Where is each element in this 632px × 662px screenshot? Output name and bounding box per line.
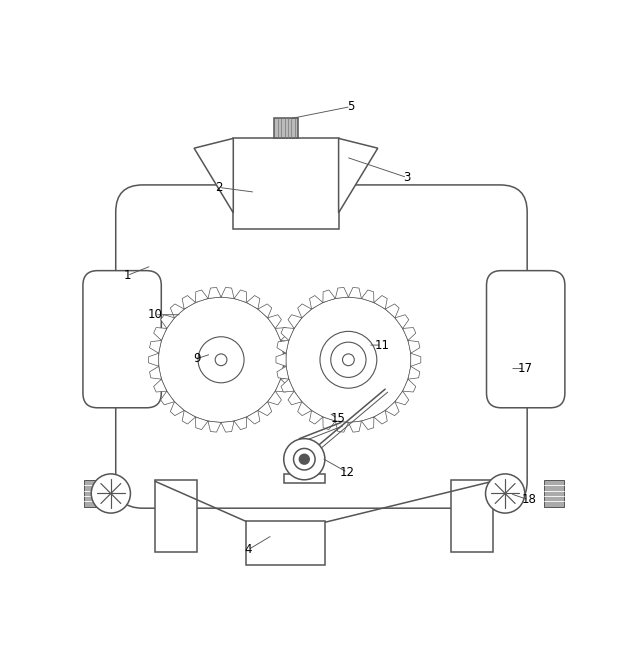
Text: 12: 12 [340,466,355,479]
Polygon shape [221,287,234,299]
Polygon shape [403,328,416,340]
Polygon shape [362,290,374,303]
Polygon shape [182,410,195,424]
Bar [233,138,339,229]
Polygon shape [374,410,387,424]
Polygon shape [288,314,302,328]
Polygon shape [246,295,260,309]
Text: 4: 4 [244,544,252,556]
Polygon shape [336,421,348,432]
FancyBboxPatch shape [83,271,161,408]
Circle shape [215,354,227,365]
Circle shape [198,337,244,383]
Polygon shape [323,290,336,303]
Polygon shape [161,391,174,404]
Circle shape [293,448,315,470]
Bar [84,480,104,506]
Text: 17: 17 [517,362,532,375]
Text: 2: 2 [215,181,222,194]
Text: 11: 11 [374,338,389,352]
Polygon shape [195,417,208,430]
Polygon shape [276,328,288,340]
Polygon shape [298,402,312,416]
Text: 18: 18 [521,493,536,506]
Polygon shape [154,379,167,392]
Polygon shape [348,287,362,299]
Polygon shape [150,340,161,354]
Polygon shape [310,295,323,309]
Polygon shape [283,354,293,366]
Text: 10: 10 [147,308,162,321]
Polygon shape [288,391,302,404]
Circle shape [286,297,411,422]
Polygon shape [150,366,161,379]
Circle shape [331,342,366,377]
Polygon shape [208,421,221,432]
Bar [274,118,298,138]
Polygon shape [221,421,234,432]
Polygon shape [277,366,289,379]
Polygon shape [348,421,362,432]
Polygon shape [403,379,416,392]
Circle shape [320,332,377,388]
Bar [451,480,493,552]
Polygon shape [395,314,409,328]
Polygon shape [234,290,246,303]
Polygon shape [374,295,387,309]
Polygon shape [323,417,336,430]
Polygon shape [281,366,293,379]
Circle shape [91,474,130,513]
Polygon shape [246,410,260,424]
Polygon shape [408,366,420,379]
Polygon shape [267,391,281,404]
Polygon shape [194,138,233,213]
Polygon shape [339,138,378,213]
Polygon shape [267,314,281,328]
Circle shape [343,354,355,365]
Polygon shape [234,417,246,430]
Bar [246,522,325,565]
FancyBboxPatch shape [116,185,527,508]
Polygon shape [276,354,286,366]
Bar [544,480,564,506]
Circle shape [300,454,309,464]
Polygon shape [281,340,293,354]
Text: 5: 5 [347,100,355,113]
Text: 1: 1 [123,269,131,282]
Polygon shape [276,379,288,392]
Polygon shape [362,417,374,430]
Polygon shape [336,287,348,299]
Polygon shape [258,304,272,318]
Polygon shape [408,340,420,354]
Circle shape [159,297,284,422]
Polygon shape [277,340,289,354]
Polygon shape [281,379,294,392]
Text: 3: 3 [403,171,411,184]
Bar [155,480,197,552]
Circle shape [485,474,525,513]
Polygon shape [386,304,399,318]
Polygon shape [310,410,323,424]
FancyBboxPatch shape [487,271,565,408]
Polygon shape [208,287,221,299]
Polygon shape [411,354,421,366]
Polygon shape [170,402,184,416]
Polygon shape [182,295,195,309]
Polygon shape [281,328,294,340]
Polygon shape [386,402,399,416]
Polygon shape [298,304,312,318]
Polygon shape [195,290,208,303]
Bar [284,475,325,483]
Polygon shape [170,304,184,318]
Text: 15: 15 [330,412,345,425]
Polygon shape [161,314,174,328]
Circle shape [284,439,325,480]
Polygon shape [149,354,159,366]
Polygon shape [154,328,167,340]
Polygon shape [395,391,409,404]
Polygon shape [258,402,272,416]
Text: 9: 9 [193,352,200,365]
